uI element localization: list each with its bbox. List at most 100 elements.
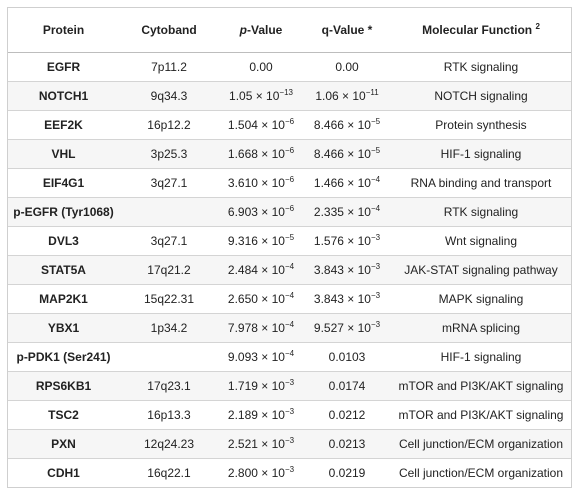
- protein-name: EIF4G1: [42, 176, 85, 190]
- cell-molecular-function: JAK-STAT signaling pathway: [391, 255, 571, 285]
- cell-protein: EGFR: [8, 52, 119, 82]
- cell-p-value: 6.903 × 10−6: [219, 197, 303, 227]
- p-value-exponent: −4: [284, 291, 295, 301]
- data-table-container: Protein Cytoband p-Value q-Value * Molec…: [7, 7, 572, 488]
- header-p-value: p-Value: [219, 8, 303, 53]
- molecular-function-value: JAK-STAT signaling pathway: [404, 263, 558, 277]
- p-value-base: 0.00: [249, 60, 273, 74]
- cell-p-value: 3.610 × 10−6: [219, 168, 303, 198]
- protein-name: STAT5A: [41, 263, 86, 277]
- cytoband-value: 16p13.3: [147, 408, 191, 422]
- cell-protein: YBX1: [8, 313, 119, 343]
- cytoband-value: 1p34.2: [150, 321, 188, 335]
- cell-cytoband: 17q23.1: [119, 371, 219, 401]
- cell-p-value: 0.00: [219, 52, 303, 82]
- cell-q-value: 3.843 × 10−3: [303, 284, 391, 314]
- cytoband-value: 3q27.1: [150, 234, 188, 248]
- cell-molecular-function: mRNA splicing: [391, 313, 571, 343]
- q-value-base: 0.00: [335, 60, 359, 74]
- header-function-footnote: 2: [535, 22, 540, 32]
- cell-cytoband: 3q27.1: [119, 168, 219, 198]
- molecular-function-value: RTK signaling: [443, 205, 519, 219]
- cell-molecular-function: HIF-1 signaling: [391, 342, 571, 372]
- molecular-function-value: Protein synthesis: [435, 118, 527, 132]
- cell-cytoband: 9q34.3: [119, 81, 219, 111]
- cell-molecular-function: HIF-1 signaling: [391, 139, 571, 169]
- cell-p-value: 1.668 × 10−6: [219, 139, 303, 169]
- molecular-function-value: NOTCH signaling: [434, 89, 528, 103]
- p-value-base: 2.800 × 10: [227, 466, 285, 480]
- cytoband-value: 16q22.1: [147, 466, 191, 480]
- cell-q-value: 8.466 × 10−5: [303, 139, 391, 169]
- cell-protein: MAP2K1: [8, 284, 119, 314]
- table-row: PXN 12q24.23 2.521 × 10−3 0.0213 Cell juncti…: [8, 429, 571, 459]
- q-value-base: 0.0219: [328, 466, 366, 480]
- cell-protein: CDH1: [8, 458, 119, 487]
- protein-name: p-PDK1 (Ser241): [16, 350, 111, 364]
- molecular-function-value: Cell junction/ECM organization: [398, 466, 564, 480]
- p-value-exponent: −5: [284, 233, 295, 243]
- cytoband-value: 17q23.1: [147, 379, 191, 393]
- protein-name: RPS6KB1: [35, 379, 92, 393]
- q-value-base: 8.466 × 10: [313, 118, 371, 132]
- table-row: DVL3 3q27.1 9.316 × 10−5 1.576 × 10−3 Wnt si…: [8, 226, 571, 256]
- table-row: VHL 3p25.3 1.668 × 10−6 8.466 × 10−5 HIF-1 s…: [8, 139, 571, 169]
- table-row: EIF4G1 3q27.1 3.610 × 10−6 1.466 × 10−4 RNA …: [8, 168, 571, 198]
- cell-molecular-function: Protein synthesis: [391, 110, 571, 140]
- cell-q-value: 8.466 × 10−5: [303, 110, 391, 140]
- molecular-function-value: Wnt signaling: [444, 234, 518, 248]
- cell-molecular-function: RTK signaling: [391, 197, 571, 227]
- cell-cytoband: 17q21.2: [119, 255, 219, 285]
- cell-protein: p-PDK1 (Ser241): [8, 342, 119, 372]
- p-value-base: 1.668 × 10: [227, 147, 285, 161]
- cell-molecular-function: mTOR and PI3K/AKT signaling: [391, 400, 571, 430]
- cell-q-value: 0.0213: [303, 429, 391, 459]
- q-value-base: 9.527 × 10: [313, 321, 371, 335]
- cell-p-value: 2.189 × 10−3: [219, 400, 303, 430]
- cell-molecular-function: RNA binding and transport: [391, 168, 571, 198]
- cell-q-value: 3.843 × 10−3: [303, 255, 391, 285]
- q-value-base: 0.0174: [328, 379, 366, 393]
- table-row: NOTCH1 9q34.3 1.05 × 10−13 1.06 × 10−11 NOTC…: [8, 81, 571, 111]
- table-row: STAT5A 17q21.2 2.484 × 10−4 3.843 × 10−3 JAK…: [8, 255, 571, 285]
- q-value-base: 1.466 × 10: [313, 176, 371, 190]
- cytoband-value: 16p12.2: [147, 118, 191, 132]
- molecular-function-value: Cell junction/ECM organization: [398, 437, 564, 451]
- p-value-exponent: −6: [284, 117, 295, 127]
- header-row: Protein Cytoband p-Value q-Value * Molec…: [8, 8, 571, 53]
- cell-q-value: 0.0212: [303, 400, 391, 430]
- q-value-base: 0.0212: [328, 408, 366, 422]
- cell-cytoband: 7p11.2: [119, 52, 219, 82]
- q-value-base: 2.335 × 10: [313, 205, 371, 219]
- table-row: p-PDK1 (Ser241) 9.093 × 10−4 0.0103 HIF-1 s…: [8, 342, 571, 372]
- p-value-base: 1.05 × 10: [229, 89, 280, 103]
- header-q-value: q-Value *: [303, 8, 391, 53]
- cell-q-value: 0.0219: [303, 458, 391, 487]
- cell-p-value: 2.800 × 10−3: [219, 458, 303, 487]
- header-cytoband-label: Cytoband: [141, 23, 197, 37]
- q-value-exponent: −4: [370, 204, 381, 214]
- protein-name: p-EGFR (Tyr1068): [13, 205, 114, 219]
- p-value-exponent: −4: [284, 262, 295, 272]
- cell-q-value: 0.0103: [303, 342, 391, 372]
- q-value-exponent: −5: [370, 117, 381, 127]
- p-value-base: 2.189 × 10: [227, 408, 285, 422]
- cell-protein: STAT5A: [8, 255, 119, 285]
- p-value-base: 3.610 × 10: [227, 176, 285, 190]
- protein-name: TSC2: [48, 408, 79, 422]
- table-row: EGFR 7p11.2 0.00 0.00 RTK signaling: [8, 52, 571, 82]
- molecular-function-value: mTOR and PI3K/AKT signaling: [398, 379, 564, 393]
- cell-cytoband: 1p34.2: [119, 313, 219, 343]
- cell-cytoband: 16q22.1: [119, 458, 219, 487]
- cytoband-value: 9q34.3: [150, 89, 188, 103]
- p-value-exponent: −4: [284, 320, 295, 330]
- cell-p-value: 2.650 × 10−4: [219, 284, 303, 314]
- cell-q-value: 1.06 × 10−11: [303, 81, 391, 111]
- cell-p-value: 2.521 × 10−3: [219, 429, 303, 459]
- header-function-label: Molecular Function: [422, 23, 536, 37]
- q-value-base: 8.466 × 10: [313, 147, 371, 161]
- cell-cytoband: 15q22.31: [119, 284, 219, 314]
- protein-name: CDH1: [47, 466, 80, 480]
- p-value-exponent: −6: [284, 204, 295, 214]
- cell-cytoband: 3p25.3: [119, 139, 219, 169]
